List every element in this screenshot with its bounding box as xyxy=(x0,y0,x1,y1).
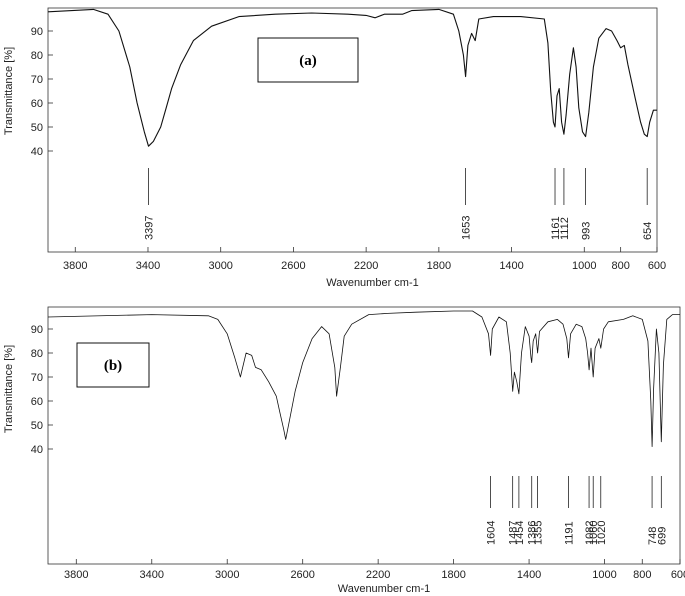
x-tick-label: 800 xyxy=(633,569,651,581)
peak-label: 1060 xyxy=(588,521,600,545)
y-tick-label: 40 xyxy=(31,444,43,456)
peak-label: 748 xyxy=(647,527,659,545)
x-tick-label: 600 xyxy=(648,260,666,272)
x-tick-label: 2600 xyxy=(290,569,314,581)
panel-b-chart: 40 50 60 70 80 90 3800 3400 3000 2600 2200 1800 1400… xyxy=(3,306,685,595)
x-tick-label: 2200 xyxy=(354,260,378,272)
panel-tag: (a) xyxy=(299,53,317,69)
y-tick-label: 90 xyxy=(31,26,43,38)
peak-label: 1355 xyxy=(533,521,545,545)
panel-tag-box xyxy=(257,37,359,83)
y-axis-title: Transmittance [%] xyxy=(3,47,15,135)
y-tick-label: 70 xyxy=(31,74,43,86)
peak-label: 3397 xyxy=(144,216,156,240)
plot-frame xyxy=(47,7,658,253)
x-tick-label: 3800 xyxy=(64,569,88,581)
x-tick-label: 3400 xyxy=(140,569,164,581)
spectrum-line xyxy=(47,8,657,147)
peak-label: 1020 xyxy=(596,521,608,545)
peak-label: 699 xyxy=(656,527,668,545)
spectrum-line xyxy=(47,310,680,447)
y-tick-label: 50 xyxy=(31,420,43,432)
x-axis-title: Wavenumber cm-1 xyxy=(326,277,419,289)
x-tick-label: 600 xyxy=(671,569,685,581)
y-tick-label: 70 xyxy=(31,372,43,384)
y-tick-label: 60 xyxy=(31,396,43,408)
peak-label: 1082 xyxy=(584,521,596,545)
peak-label: 1112 xyxy=(559,217,571,240)
y-tick-label: 80 xyxy=(31,348,43,360)
y-tick-label: 60 xyxy=(31,98,43,110)
y-tick-label: 40 xyxy=(31,146,43,158)
x-axis-title: Wavenumber cm-1 xyxy=(338,583,431,595)
plot-frame xyxy=(47,306,681,565)
x-tick-label: 3000 xyxy=(215,569,239,581)
panel-tag-box xyxy=(76,342,150,388)
x-tick-label: 2200 xyxy=(366,569,390,581)
peak-label: 993 xyxy=(581,222,593,240)
x-tick-label: 1800 xyxy=(441,569,465,581)
x-tick-label: 1800 xyxy=(427,260,451,272)
x-tick-label: 1000 xyxy=(592,569,616,581)
peak-label: 1653 xyxy=(461,216,473,240)
peak-label: 654 xyxy=(642,222,654,240)
x-tick-label: 800 xyxy=(611,260,629,272)
y-tick-label: 80 xyxy=(31,50,43,62)
x-tick-label: 1000 xyxy=(572,260,596,272)
x-tick-label: 3800 xyxy=(63,260,87,272)
x-tick-label: 1400 xyxy=(517,569,541,581)
panel-a-chart: 40 50 60 70 80 90 3800 3400 3000 2600 2200 1800 1400… xyxy=(3,7,666,289)
peak-label: 1161 xyxy=(550,216,562,240)
peak-label: 1386 xyxy=(527,521,539,545)
peak-label: 1487 xyxy=(508,521,520,545)
x-tick-label: 3400 xyxy=(136,260,160,272)
peak-label: 1454 xyxy=(514,521,526,545)
y-tick-label: 90 xyxy=(31,324,43,336)
x-tick-label: 1400 xyxy=(499,260,523,272)
y-tick-label: 50 xyxy=(31,122,43,134)
peak-label: 1604 xyxy=(486,521,498,545)
y-axis-title: Transmittance [%] xyxy=(3,345,15,433)
x-tick-label: 3000 xyxy=(208,260,232,272)
peak-label: 1191 xyxy=(564,521,576,545)
panel-tag: (b) xyxy=(104,358,122,374)
x-tick-label: 2600 xyxy=(281,260,305,272)
